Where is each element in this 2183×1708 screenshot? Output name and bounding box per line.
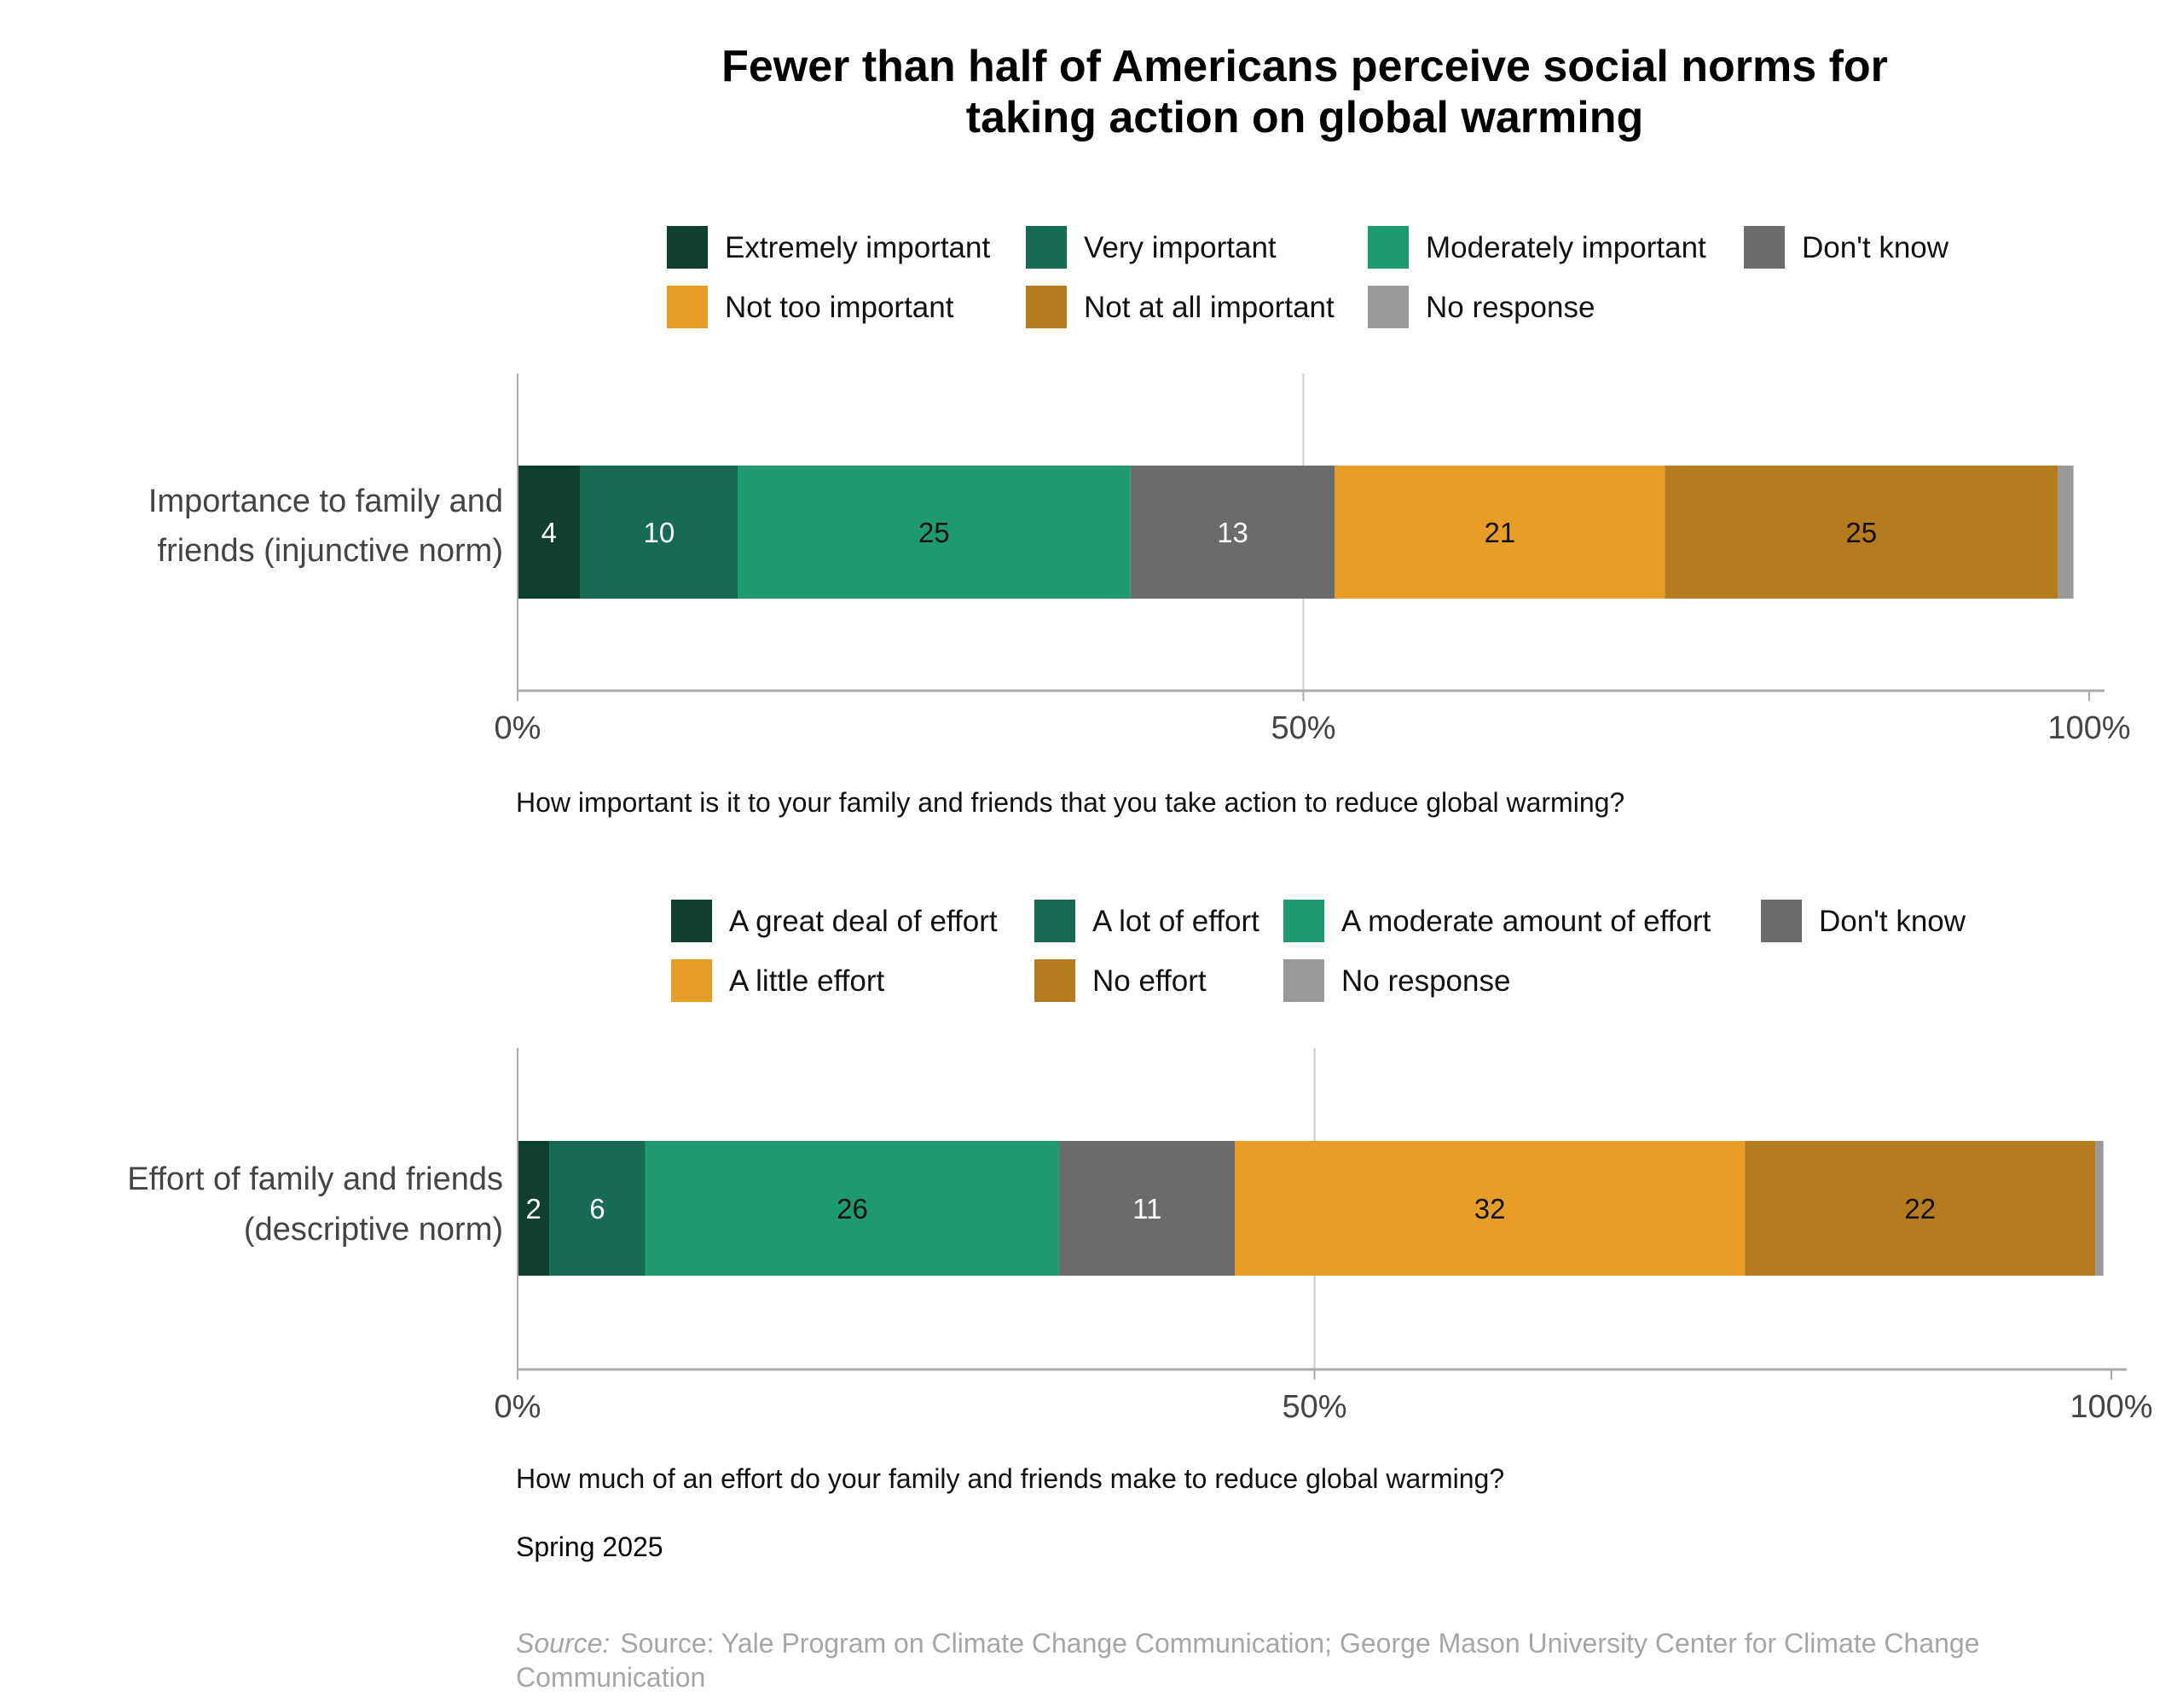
legend-swatch (1761, 900, 1802, 942)
bar-value-label: 26 (837, 1193, 868, 1225)
x-tick-label: 50% (1271, 710, 1335, 746)
bar-value-label: 11 (1132, 1193, 1161, 1225)
x-tick-label: 100% (2070, 1389, 2152, 1425)
legend-swatch (671, 959, 712, 1002)
date-note: Spring 2025 (516, 1531, 663, 1562)
legend-swatch (1283, 900, 1324, 942)
legend-label: A moderate amount of effort (1341, 905, 1711, 938)
legend-swatch (667, 226, 708, 269)
bar-segment (518, 466, 581, 599)
bar-segment (1745, 1141, 2096, 1276)
category-label: (descriptive norm) (244, 1212, 503, 1248)
bar-value-label: 4 (541, 517, 557, 548)
bar-segment (2058, 466, 2074, 599)
bar-value-label: 22 (1904, 1193, 1936, 1225)
x-tick-label: 0% (495, 710, 541, 746)
bar-segment (738, 466, 1131, 599)
x-tick-label: 50% (1282, 1389, 1346, 1425)
legend-swatch (1034, 900, 1075, 942)
bar-value-label: 21 (1485, 517, 1516, 548)
bar-segment (580, 466, 738, 599)
category-label: Importance to family and (148, 483, 503, 519)
bar-value-label: 2 (526, 1193, 541, 1225)
bar-value-label: 32 (1474, 1193, 1506, 1225)
legend-label: A great deal of effort (729, 905, 998, 938)
panel-descriptive-norm: A great deal of effort A lot of effort A m… (127, 900, 2153, 1494)
legend-swatch (1034, 959, 1075, 1002)
legend-label: Moderately important (1426, 231, 1706, 264)
source-text: Source: Yale Program on Climate Change C… (620, 1628, 1979, 1659)
source-text-line-2: Communication (516, 1662, 705, 1693)
chart-title-line-1: Fewer than half of Americans perceive so… (721, 42, 1888, 91)
bar-segment (1335, 466, 1665, 599)
source-label: Source: (516, 1628, 610, 1659)
legend-swatch (1368, 226, 1409, 269)
source-note: Source: Source: Yale Program on Climate C… (516, 1628, 1980, 1659)
bar-segment (1665, 466, 2059, 599)
bar-segment (2095, 1141, 2104, 1276)
panel-injunctive-norm: Extremely important Very important Moderat… (148, 226, 2131, 818)
bar-segment (549, 1141, 646, 1276)
x-tick-label: 100% (2047, 710, 2130, 746)
bar-value-label: 13 (1217, 517, 1248, 548)
legend-label: Don't know (1819, 905, 1966, 938)
legend-label: A lot of effort (1092, 905, 1259, 938)
legend-swatch (1744, 226, 1785, 269)
legend-label: No response (1426, 291, 1595, 324)
chart-title-line-2: taking action on global warming (966, 93, 1644, 142)
bar-segment (1235, 1141, 1746, 1276)
legend-label: No effort (1092, 964, 1207, 998)
bar-segment (1059, 1141, 1236, 1276)
legend-swatch (1283, 959, 1324, 1002)
x-tick-label: 0% (495, 1389, 541, 1425)
legend-label: A little effort (729, 964, 885, 998)
legend-label: Not at all important (1084, 291, 1335, 324)
bar-value-label: 6 (589, 1193, 605, 1225)
legend-swatch (1026, 226, 1067, 269)
legend-swatch (1026, 286, 1067, 328)
legend-label: Don't know (1802, 231, 1949, 264)
panel-caption: How important is it to your family and f… (516, 787, 1624, 818)
panel-caption: How much of an effort do your family and… (516, 1463, 1504, 1494)
bar-segment (645, 1141, 1060, 1276)
bar-value-label: 25 (918, 517, 950, 548)
legend-swatch (1368, 286, 1409, 328)
legend-label: Extremely important (725, 231, 990, 264)
category-label: friends (injunctive norm) (158, 533, 503, 569)
bar-value-label: 25 (1845, 517, 1877, 548)
category-label: Effort of family and friends (127, 1161, 503, 1197)
legend-swatch (671, 900, 712, 942)
legend-label: No response (1341, 964, 1510, 998)
bar-segment (1130, 466, 1335, 599)
legend-label: Not too important (725, 291, 954, 324)
legend-swatch (667, 286, 708, 328)
bar-segment (518, 1141, 550, 1276)
legend-label: Very important (1084, 231, 1277, 264)
bar-value-label: 10 (644, 517, 675, 548)
